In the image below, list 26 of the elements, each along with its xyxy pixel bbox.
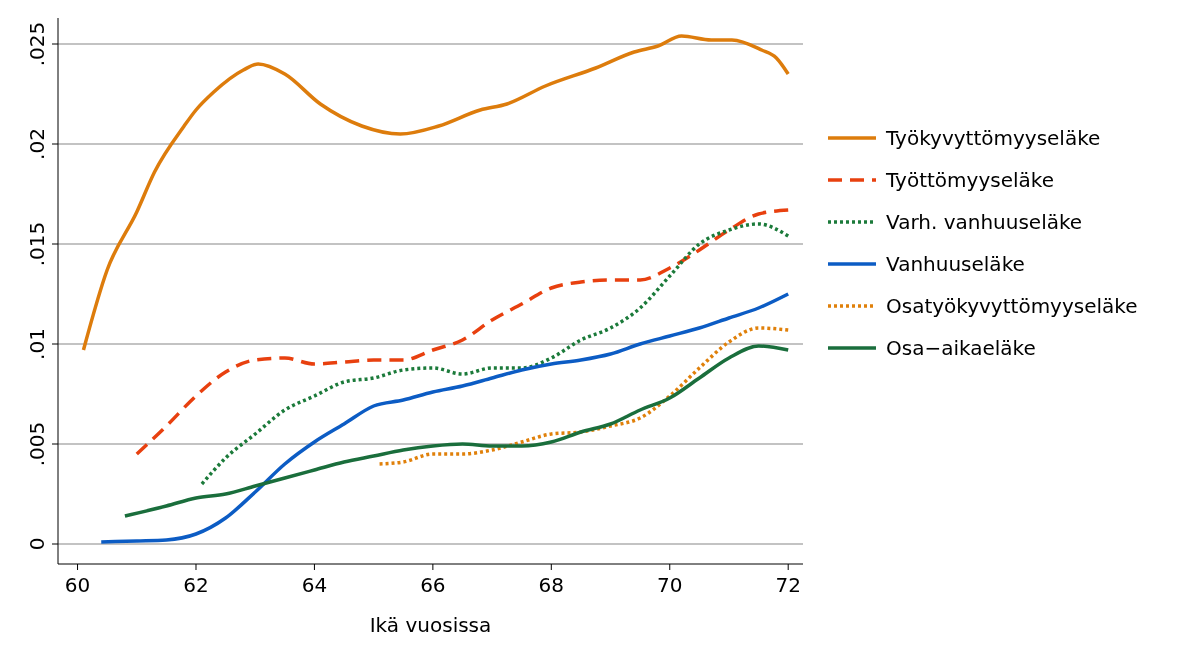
y-tick-label: .025	[25, 21, 49, 67]
legend-label: Osatyökyvyttömyyseläke	[886, 294, 1138, 318]
line-series	[123, 344, 790, 518]
legend-label: Varh. vanhuuseläke	[886, 210, 1083, 234]
x-tick-label: 72	[775, 573, 801, 597]
y-tick-label: .005	[25, 421, 49, 467]
legend-label: Osa−aikaeläke	[886, 336, 1036, 360]
legend-label: Työkyvyttömyyseläke	[885, 126, 1101, 150]
y-tick-label: .01	[25, 328, 49, 360]
x-tick-label: 62	[183, 573, 209, 597]
y-tick-label: .02	[25, 128, 49, 160]
x-tick-label: 64	[301, 573, 328, 597]
line-series	[99, 292, 790, 544]
legend-label: Työttömyyseläke	[885, 168, 1054, 192]
legend-label: Vanhuuseläke	[886, 252, 1025, 276]
line-series	[135, 208, 790, 456]
y-tick-label: .015	[25, 221, 49, 267]
x-tick-label: 66	[420, 573, 446, 597]
line-series	[377, 326, 790, 466]
line-series	[81, 34, 790, 352]
x-tick-label: 60	[64, 573, 91, 597]
x-tick-label: 70	[657, 573, 683, 597]
line-series	[200, 222, 790, 486]
x-tick-label: 68	[538, 573, 565, 597]
x-axis-title: Ikä vuosissa	[369, 613, 492, 637]
y-tick-label: 0	[25, 537, 49, 551]
